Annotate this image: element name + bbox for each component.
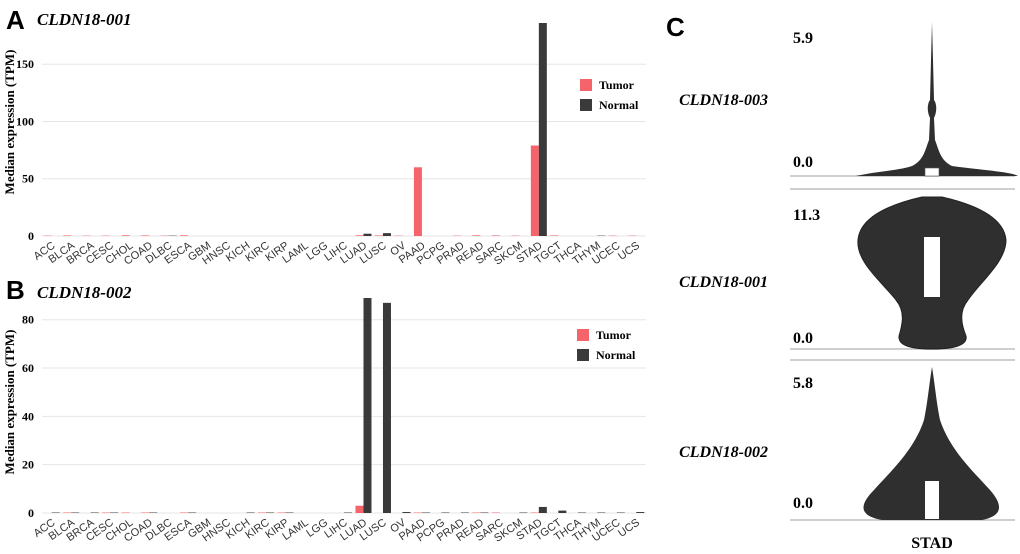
panel-a-letter: A <box>6 5 25 35</box>
y-tick-label: 20 <box>22 458 34 472</box>
bar-tumor-coad <box>141 235 150 236</box>
boxplot-cldn18-003 <box>924 167 940 177</box>
y-tick-label: 0 <box>28 506 34 520</box>
bar-normal-luad <box>363 233 372 236</box>
x-axis-category-label: STAD <box>911 535 953 552</box>
legend-swatch-tumor <box>577 329 589 341</box>
legend-swatch-normal <box>577 349 589 361</box>
bar-tumor-lusc <box>374 235 383 236</box>
violin-min-label: 0.0 <box>793 495 813 512</box>
y-tick-label: 150 <box>16 57 34 71</box>
x-tick-label: UCS <box>616 517 642 540</box>
legend-label-normal: Normal <box>599 98 639 112</box>
legend-label-tumor: Tumor <box>599 78 635 92</box>
boxplot-cldn18-002 <box>925 481 939 519</box>
violin-label: CLDN18-003 <box>679 92 768 109</box>
bar-tumor-blca <box>63 235 72 236</box>
bar-tumor-stad <box>530 145 539 236</box>
y-tick-label: 40 <box>22 409 34 423</box>
panel-a-title: CLDN18-001 <box>37 10 131 29</box>
y-tick-label: 50 <box>22 172 34 186</box>
violin-max-label: 11.3 <box>793 207 820 224</box>
violin-cldn18-002 <box>863 367 1000 520</box>
y-axis-label: Median expression (TPM) <box>2 50 17 195</box>
panel-c-letter: C <box>666 12 685 42</box>
bar-normal-lusc <box>382 302 391 513</box>
bar-tumor-luad <box>355 505 364 513</box>
bar-normal-lusc <box>382 233 391 236</box>
panel-b-title: CLDN18-002 <box>37 283 132 302</box>
bar-normal-ov <box>402 512 411 513</box>
legend-label-normal: Normal <box>596 348 636 362</box>
violin-label: CLDN18-001 <box>679 274 768 291</box>
legend-swatch-tumor <box>580 79 592 91</box>
bar-tumor-chol <box>121 235 130 236</box>
bar-normal-stad <box>538 23 547 236</box>
bar-tumor-paad <box>413 167 422 236</box>
legend-label-tumor: Tumor <box>596 328 632 342</box>
bar-tumor-tgct <box>550 235 559 236</box>
y-tick-label: 80 <box>22 313 34 327</box>
violin-min-label: 0.0 <box>793 154 813 171</box>
bar-tumor-esca <box>180 235 189 236</box>
x-tick-label: UCS <box>616 240 642 263</box>
bar-normal-stad <box>538 506 547 513</box>
legend-swatch-normal <box>580 99 592 111</box>
violin-cldn18-003 <box>856 22 1018 176</box>
y-tick-label: 0 <box>28 229 34 243</box>
chart-c: CLDN18-003 5.9 0.0 CLDN18-001 11.3 0.0 CLDN18-… <box>679 22 1018 552</box>
bar-normal-luad <box>363 298 372 513</box>
bar-tumor-luad <box>355 235 364 236</box>
y-tick-label: 100 <box>16 114 34 128</box>
bar-normal-ucs <box>636 512 645 513</box>
y-axis-label: Median expression (TPM) <box>2 330 17 475</box>
bar-tumor-read <box>472 235 481 236</box>
violin-max-label: 5.9 <box>793 30 813 47</box>
bar-normal-tgct <box>558 510 567 513</box>
panel-b-letter: B <box>6 275 25 305</box>
violin-min-label: 0.0 <box>793 330 813 347</box>
violin-label: CLDN18-002 <box>679 444 768 461</box>
boxplot-cldn18-001 <box>924 237 940 297</box>
violin-max-label: 5.8 <box>793 375 813 392</box>
y-tick-label: 60 <box>22 361 34 375</box>
bar-tumor-sarc <box>491 235 500 236</box>
